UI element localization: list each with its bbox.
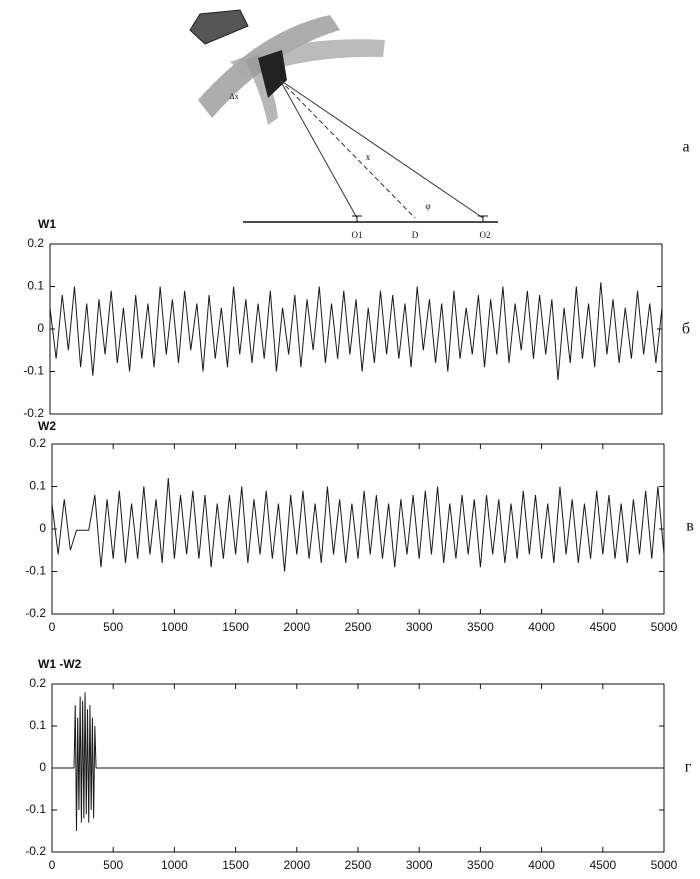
station-mark [352, 215, 488, 222]
diagram-label: O1 [352, 230, 363, 240]
y-tick-label: 0.1 [29, 479, 46, 493]
ray [279, 79, 416, 219]
x-tick-label: 2000 [283, 620, 310, 634]
y-tick-label: -0.1 [25, 564, 46, 578]
x-tick-label: 4000 [528, 620, 555, 634]
signal-line [51, 477, 665, 572]
beam-band [198, 15, 340, 118]
x-tick-label: 2000 [283, 858, 310, 872]
chart-title: W1 [38, 217, 56, 231]
panel-letter: а [682, 139, 689, 156]
y-tick-label: -0.1 [25, 802, 46, 816]
ray [279, 79, 484, 219]
chart-title: W1 -W2 [38, 657, 82, 671]
x-tick-label: 5000 [651, 620, 678, 634]
y-tick-label: -0.2 [25, 606, 46, 620]
x-tick-label: 4000 [528, 858, 555, 872]
plot-frame [51, 443, 665, 615]
geometry-diagram: O1 D O2 Δx x φ [189, 9, 498, 240]
chart-title: W2 [38, 419, 56, 433]
x-tick-label: 0 [49, 620, 56, 634]
y-tick-label: 0.1 [29, 718, 46, 732]
y-tick-label: 0.2 [29, 436, 46, 450]
diagram-label: O2 [480, 230, 491, 240]
diagram-label: D [412, 230, 419, 240]
plot-frame [49, 243, 663, 415]
y-tick-label: 0.1 [27, 279, 44, 293]
beam-band [245, 55, 278, 125]
y-tick-label: -0.2 [25, 844, 46, 858]
x-tick-label: 4500 [589, 858, 616, 872]
x-tick-label: 1000 [161, 858, 188, 872]
diagram-label: x [366, 152, 371, 162]
y-tick-label: 0.2 [29, 676, 46, 690]
surface-patch [189, 9, 249, 45]
panel-letter: г [685, 759, 692, 776]
panel-letter: в [686, 518, 694, 535]
diagram-label: φ [425, 201, 430, 211]
x-tick-label: 3000 [406, 620, 433, 634]
x-tick-label: 4500 [589, 620, 616, 634]
signal-line [52, 692, 664, 832]
y-tick-label: -0.2 [23, 406, 44, 420]
x-tick-label: 3500 [467, 620, 494, 634]
panel-letter: б [682, 321, 690, 338]
x-tick-label: 3500 [467, 858, 494, 872]
signal-line [49, 282, 663, 381]
y-tick-label: 0.2 [27, 236, 44, 250]
x-tick-label: 500 [103, 620, 123, 634]
y-tick-label: 0 [39, 760, 46, 774]
x-tick-label: 5000 [651, 858, 678, 872]
y-tick-label: -0.1 [23, 364, 44, 378]
x-tick-label: 1000 [161, 620, 188, 634]
x-tick-label: 1500 [222, 858, 249, 872]
x-tick-label: 1500 [222, 620, 249, 634]
x-tick-label: 0 [49, 858, 56, 872]
x-tick-label: 3000 [406, 858, 433, 872]
x-tick-label: 2500 [345, 620, 372, 634]
x-tick-label: 2500 [345, 858, 372, 872]
x-tick-label: 500 [103, 858, 123, 872]
overlap-region [258, 50, 287, 98]
y-tick-label: 0 [37, 321, 44, 335]
diagram-label: Δx [229, 92, 238, 101]
y-tick-label: 0 [39, 521, 46, 535]
ray [279, 79, 358, 219]
